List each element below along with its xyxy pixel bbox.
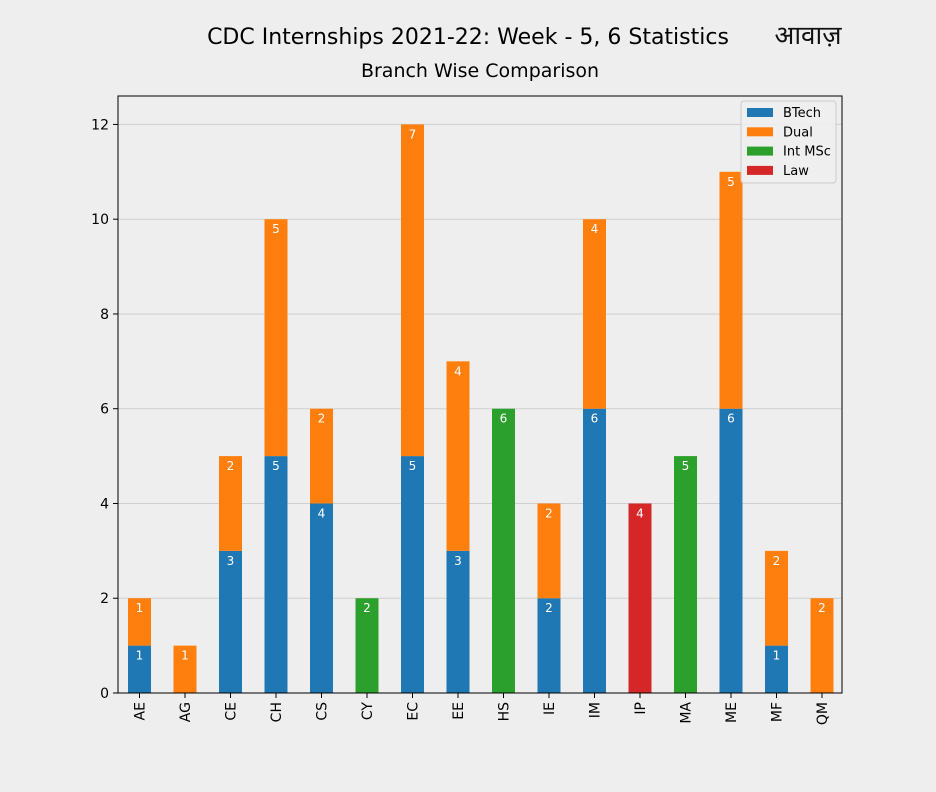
bar-mf-dual: [765, 550, 788, 646]
bar-ce-btech: [219, 550, 242, 693]
bar-cs-dual: [310, 408, 333, 504]
bar-value-label: 2: [545, 601, 553, 615]
bar-value-label: 1: [136, 649, 144, 663]
x-tick-label: ME: [724, 702, 740, 723]
bar-im-dual: [583, 219, 606, 409]
bar-me-dual: [719, 171, 743, 409]
bar-value-label: 6: [727, 412, 735, 426]
y-tick-label: 12: [91, 117, 109, 133]
x-tick-label: HS: [497, 702, 513, 722]
bar-ie-btech: [537, 598, 561, 693]
legend-label: Int MSc: [783, 145, 831, 160]
y-tick-label: 0: [100, 686, 109, 702]
chart-title: CDC Internships 2021-22: Week - 5, 6 Sta…: [207, 25, 729, 50]
bar-ie-dual: [537, 503, 561, 599]
bar-ma-int-msc: [674, 456, 697, 693]
x-tick-label: AG: [178, 702, 194, 722]
bar-ee-dual: [446, 361, 470, 551]
legend-label: BTech: [783, 106, 821, 121]
legend-swatch-int-msc: [747, 146, 773, 156]
bar-ag-dual: [173, 645, 197, 693]
y-tick-label: 6: [100, 402, 109, 418]
x-tick-label: MA: [679, 702, 695, 724]
y-tick-label: 8: [100, 307, 109, 323]
bar-ip-law: [628, 503, 652, 693]
bar-qm-dual: [810, 598, 834, 693]
x-axis: AE AG CE CH CS CY EC EE HS IE IM IP MA ME MF QM: [133, 693, 831, 725]
legend-swatch-dual: [747, 127, 773, 137]
bar-value-label: 1: [181, 649, 189, 663]
x-tick-label: CS: [315, 702, 331, 721]
bar-labels: 1 1 1 3 2 5 5 4 2 2 5 7 3 4 6 2 2 6 4 4 5 6 5 1 2 2: [136, 127, 826, 662]
bar-value-label: 1: [773, 649, 781, 663]
y-tick-label: 10: [91, 212, 109, 228]
x-tick-label: IP: [633, 702, 649, 715]
bar-mf-btech: [765, 645, 788, 693]
bar-value-label: 3: [227, 554, 235, 568]
bar-ch-dual: [264, 219, 288, 457]
bar-value-label: 2: [318, 412, 326, 426]
bar-cy-int-msc: [355, 598, 379, 693]
bar-value-label: 2: [363, 601, 371, 615]
bar-value-label: 7: [409, 127, 417, 141]
y-tick-label: 4: [100, 496, 109, 512]
x-tick-label: IE: [542, 702, 558, 715]
bar-cs-btech: [310, 503, 333, 693]
x-tick-label: MF: [770, 702, 786, 722]
bar-value-label: 2: [773, 554, 781, 568]
x-tick-label: EE: [451, 702, 467, 720]
bar-hs-int-msc: [492, 408, 515, 693]
logo-aawaaz: आवाज़: [774, 21, 842, 51]
x-tick-label: CE: [224, 702, 240, 721]
bar-value-label: 2: [227, 459, 235, 473]
bar-value-label: 2: [818, 601, 826, 615]
bars: [128, 124, 834, 693]
bar-value-label: 2: [545, 506, 553, 520]
x-tick-label: EC: [406, 702, 422, 721]
bar-me-btech: [719, 408, 743, 693]
legend-label: Law: [783, 164, 809, 179]
bar-ae-btech: [128, 645, 151, 693]
bar-value-label: 5: [727, 175, 735, 189]
x-tick-label: AE: [133, 702, 149, 720]
y-axis: 0 2 4 6 8 10 12: [91, 117, 118, 702]
bar-value-label: 4: [591, 222, 599, 236]
bar-value-label: 4: [636, 506, 644, 520]
bar-value-label: 4: [318, 506, 326, 520]
legend-swatch-btech: [747, 108, 773, 117]
legend-label: Dual: [783, 125, 813, 140]
plot-frame: [117, 95, 843, 694]
bar-value-label: 5: [682, 459, 690, 473]
bar-value-label: 3: [454, 554, 462, 568]
bar-ce-dual: [219, 456, 242, 551]
x-tick-label: CH: [269, 702, 285, 722]
bar-value-label: 5: [272, 222, 280, 236]
legend-box: [740, 100, 837, 184]
legend-swatch-law: [747, 165, 773, 175]
bar-ec-dual: [401, 124, 424, 457]
bar-value-label: 5: [409, 459, 417, 473]
bar-im-btech: [583, 408, 606, 693]
bar-value-label: 4: [454, 364, 462, 378]
bar-ec-btech: [401, 456, 424, 693]
x-tick-label: QM: [815, 702, 831, 725]
bar-value-label: 6: [500, 412, 508, 426]
chart-subtitle: Branch Wise Comparison: [361, 60, 599, 82]
x-tick-label: CY: [360, 702, 376, 721]
bar-ee-btech: [446, 550, 470, 693]
bar-value-label: 5: [272, 459, 280, 473]
x-tick-label: IM: [588, 702, 604, 718]
bar-value-label: 1: [136, 601, 144, 615]
y-tick-label: 2: [100, 591, 109, 607]
bar-ae-dual: [128, 598, 151, 646]
legend: BTech Dual Int MSc Law: [740, 100, 837, 184]
bar-ch-btech: [264, 456, 288, 693]
bar-value-label: 6: [591, 412, 599, 426]
